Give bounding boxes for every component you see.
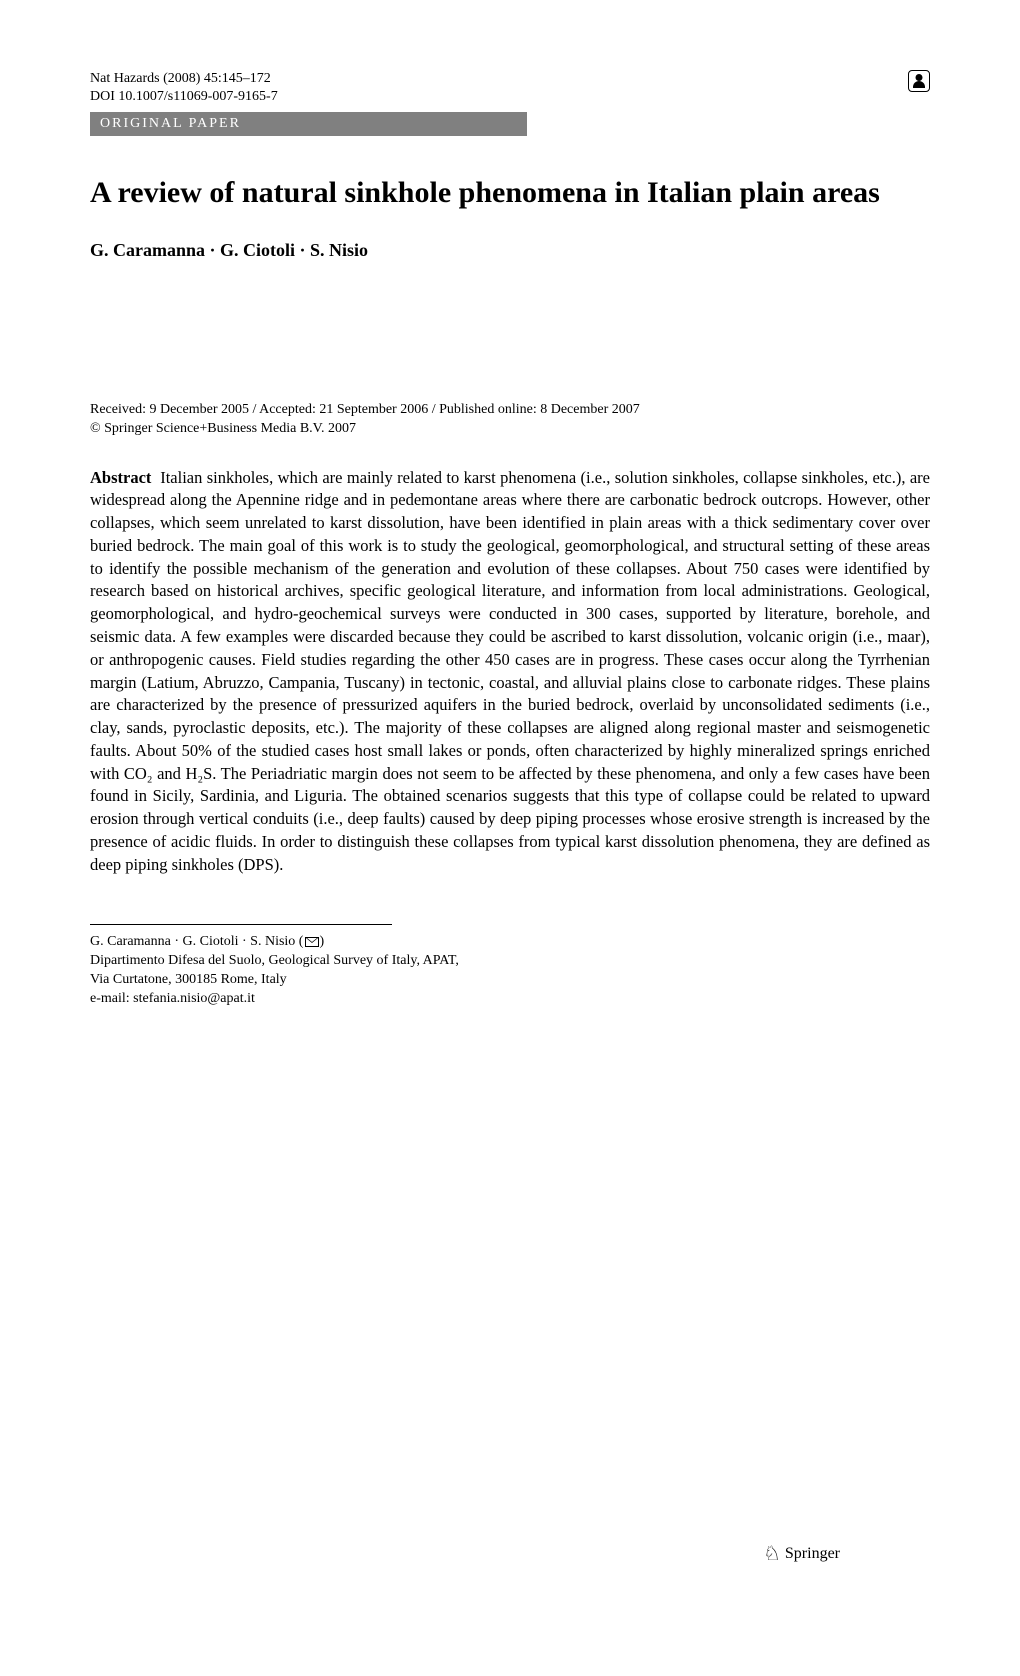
footnote-divider <box>90 924 392 925</box>
springer-horse-icon: ♘ <box>763 1541 781 1566</box>
publisher-logo: ♘ Springer <box>763 1541 840 1566</box>
footnote-email: e-mail: stefania.nisio@apat.it <box>90 990 930 1009</box>
journal-line: Nat Hazards (2008) 45:145–172 <box>90 70 278 88</box>
footnote-authors-names: G. Caramanna · G. Ciotoli · S. Nisio ( <box>90 934 303 949</box>
envelope-icon <box>305 937 319 947</box>
abstract-block: Abstract Italian sinkholes, which are ma… <box>90 467 930 877</box>
abstract-text: Italian sinkholes, which are mainly rela… <box>90 468 930 874</box>
footnote-authors: G. Caramanna · G. Ciotoli · S. Nisio () <box>90 933 930 952</box>
footnote-affiliation: Dipartimento Difesa del Suolo, Geologica… <box>90 952 930 971</box>
received-accepted-line: Received: 9 December 2005 / Accepted: 21… <box>90 401 930 420</box>
page: Nat Hazards (2008) 45:145–172 DOI 10.100… <box>90 70 930 1616</box>
paper-title: A review of natural sinkhole phenomena i… <box>90 174 930 212</box>
footnote-authors-close: ) <box>319 934 324 949</box>
publisher-name: Springer <box>785 1545 840 1563</box>
copyright-line: © Springer Science+Business Media B.V. 2… <box>90 420 930 439</box>
footnote-address: Via Curtatone, 300185 Rome, Italy <box>90 971 930 990</box>
authors-line: G. Caramanna · G. Ciotoli · S. Nisio <box>90 240 930 261</box>
footnote-block: G. Caramanna · G. Ciotoli · S. Nisio () … <box>90 933 930 1009</box>
author-update-icon <box>908 70 930 92</box>
header-row: Nat Hazards (2008) 45:145–172 DOI 10.100… <box>90 70 930 106</box>
publication-dates: Received: 9 December 2005 / Accepted: 21… <box>90 401 930 439</box>
paper-type-bar: ORIGINAL PAPER <box>90 112 527 136</box>
journal-reference: Nat Hazards (2008) 45:145–172 DOI 10.100… <box>90 70 278 106</box>
abstract-label: Abstract <box>90 468 151 487</box>
doi-line: DOI 10.1007/s11069-007-9165-7 <box>90 88 278 106</box>
